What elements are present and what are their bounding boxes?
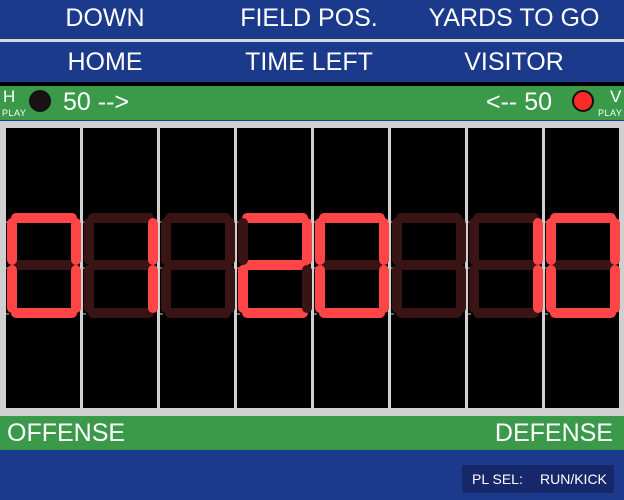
offense-label: OFFENSE (7, 419, 126, 447)
header-field-pos-label: FIELD POS. (240, 4, 378, 32)
home-possession-letter: H (3, 87, 16, 106)
header-row-bottom: HOME TIME LEFT VISITOR (0, 39, 624, 85)
home-possession-lamp-icon[interactable] (29, 90, 51, 112)
digit-display-svg (3, 128, 620, 408)
header-visitor-label: VISITOR (464, 48, 564, 76)
visitor-yard-indicator: <-- 50 (486, 88, 553, 116)
header-yards-to-go-label: YARDS TO GO (428, 4, 600, 32)
offense-defense-bar: OFFENSE DEFENSE (0, 416, 624, 450)
divider (0, 82, 624, 86)
header-down-label: DOWN (65, 4, 145, 32)
visitor-possession-lamp-icon[interactable] (572, 90, 594, 112)
home-yard-indicator: 50 --> (63, 88, 130, 116)
possession-bar: H PLAY 50 --> <-- 50 V PLAY (0, 86, 624, 120)
home-play-label: PLAY (2, 108, 27, 118)
digit-display (0, 121, 624, 416)
play-select-button[interactable]: PL SEL: RUN/KICK (462, 465, 614, 493)
header-time-left-label: TIME LEFT (245, 48, 373, 76)
visitor-possession-letter: V (610, 87, 622, 106)
visitor-play-label: PLAY (598, 108, 623, 118)
header-home-label: HOME (67, 48, 143, 76)
defense-label: DEFENSE (494, 419, 613, 447)
play-select-value: RUN/KICK (540, 471, 607, 487)
header-row-top: DOWN FIELD POS. YARDS TO GO (0, 0, 624, 36)
play-select-label: PL SEL: (472, 471, 523, 487)
